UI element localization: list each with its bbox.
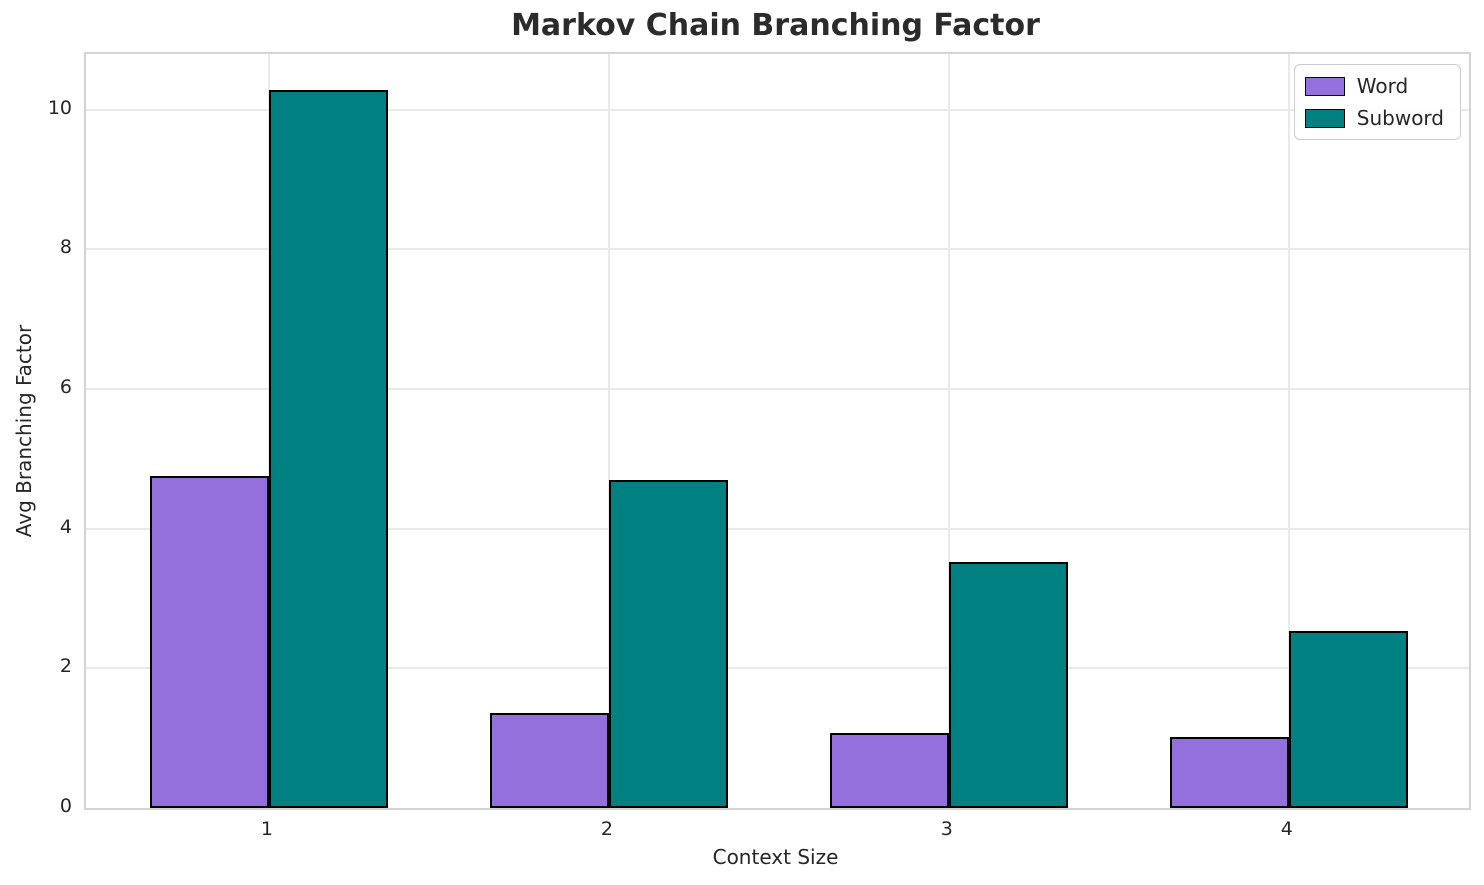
legend: Word Subword [1293, 64, 1461, 140]
legend-swatch-subword [1304, 108, 1345, 128]
plot-area: Word Subword [84, 52, 1471, 810]
x-tick-label: 4 [1280, 818, 1293, 840]
legend-item-subword: Subword [1304, 106, 1444, 130]
y-tick-label: 4 [59, 515, 72, 538]
y-gridline [86, 388, 1469, 391]
bar-subword-1 [268, 90, 388, 808]
y-gridline [86, 108, 1469, 111]
legend-item-word: Word [1304, 74, 1444, 98]
bar-word-2 [489, 713, 609, 808]
legend-label-word: Word [1356, 74, 1409, 98]
x-gridline [947, 54, 950, 808]
y-tick-label: 0 [59, 795, 72, 817]
y-axis-label: Avg Branching Factor [12, 324, 36, 538]
bar-subword-2 [608, 479, 728, 808]
bar-subword-4 [1288, 631, 1408, 808]
y-tick-label: 10 [47, 96, 72, 119]
bar-word-4 [1169, 737, 1289, 808]
y-gridline [86, 527, 1469, 530]
y-tick-label: 2 [59, 655, 72, 678]
y-gridline [86, 667, 1469, 670]
legend-swatch-word [1304, 76, 1345, 96]
chart-title: Markov Chain Branching Factor [511, 8, 1040, 43]
x-gridline [1287, 54, 1290, 808]
x-tick-label: 1 [260, 818, 273, 840]
x-tick-label: 3 [940, 818, 953, 840]
x-axis-label: Context Size [712, 845, 839, 869]
x-tick-label: 2 [600, 818, 613, 840]
y-gridline [86, 248, 1469, 251]
legend-label-subword: Subword [1356, 106, 1444, 130]
bar-word-3 [829, 733, 949, 808]
bar-word-1 [149, 475, 269, 808]
y-tick-label: 6 [59, 376, 72, 399]
bar-subword-3 [948, 562, 1068, 808]
x-gridline [607, 54, 610, 808]
y-tick-label: 8 [59, 236, 72, 259]
